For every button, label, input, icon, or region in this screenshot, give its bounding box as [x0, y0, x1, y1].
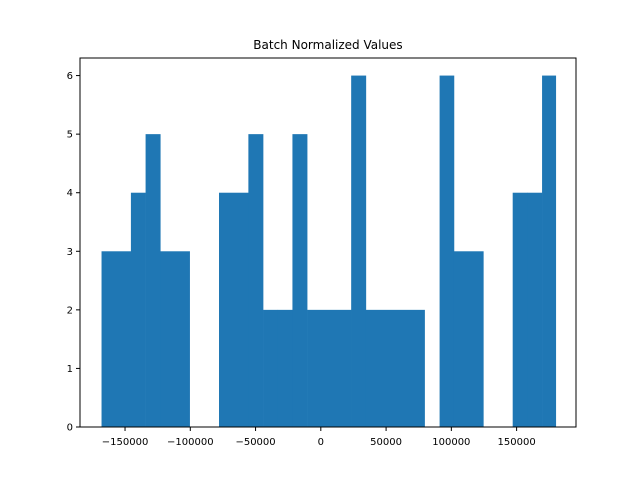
- histogram-bar-12: [365, 309, 425, 427]
- x-tick-label: 50000: [370, 437, 402, 448]
- histogram-bar-3: [160, 251, 190, 427]
- x-tick-label: −150000: [102, 437, 149, 448]
- histogram-bar-9: [292, 134, 308, 427]
- histogram-bar-7: [263, 309, 279, 427]
- x-tick-label: 100000: [432, 437, 470, 448]
- x-axis: −150000 −100000 −50000 0 50000 100000 150000: [102, 427, 536, 448]
- y-tick-label: 3: [67, 247, 73, 258]
- histogram-bar-6: [248, 134, 264, 427]
- histogram-bar-1: [130, 192, 146, 427]
- histogram-bar-5: [219, 192, 249, 427]
- y-tick-label: 6: [67, 71, 73, 82]
- y-tick-label: 5: [67, 130, 73, 141]
- chart-title: Batch Normalized Values: [253, 38, 402, 52]
- y-axis: 0 1 2 3 4 5 6: [67, 71, 80, 434]
- histogram-bar-19: [542, 75, 557, 428]
- histogram-bar-14: [439, 75, 455, 428]
- histogram-bar-0: [101, 251, 132, 427]
- histogram-bar-10: [307, 309, 352, 427]
- histogram-bar-18: [527, 192, 543, 427]
- x-tick-label: −50000: [235, 437, 275, 448]
- y-tick-label: 0: [67, 423, 73, 434]
- histogram-bar-2: [145, 134, 161, 427]
- plot-frame: [79, 57, 577, 428]
- y-tick-label: 1: [67, 364, 73, 375]
- x-tick-label: −100000: [167, 437, 214, 448]
- histogram-bar-15: [453, 251, 484, 427]
- histogram-bar-8: [277, 309, 293, 427]
- x-tick-label: 150000: [498, 437, 536, 448]
- x-tick-label: 0: [318, 437, 324, 448]
- y-tick-label: 2: [67, 305, 73, 316]
- histogram-bar-11: [351, 75, 367, 428]
- histogram-bar-17: [512, 192, 528, 427]
- y-tick-label: 4: [67, 188, 73, 199]
- bars-group: [101, 75, 557, 428]
